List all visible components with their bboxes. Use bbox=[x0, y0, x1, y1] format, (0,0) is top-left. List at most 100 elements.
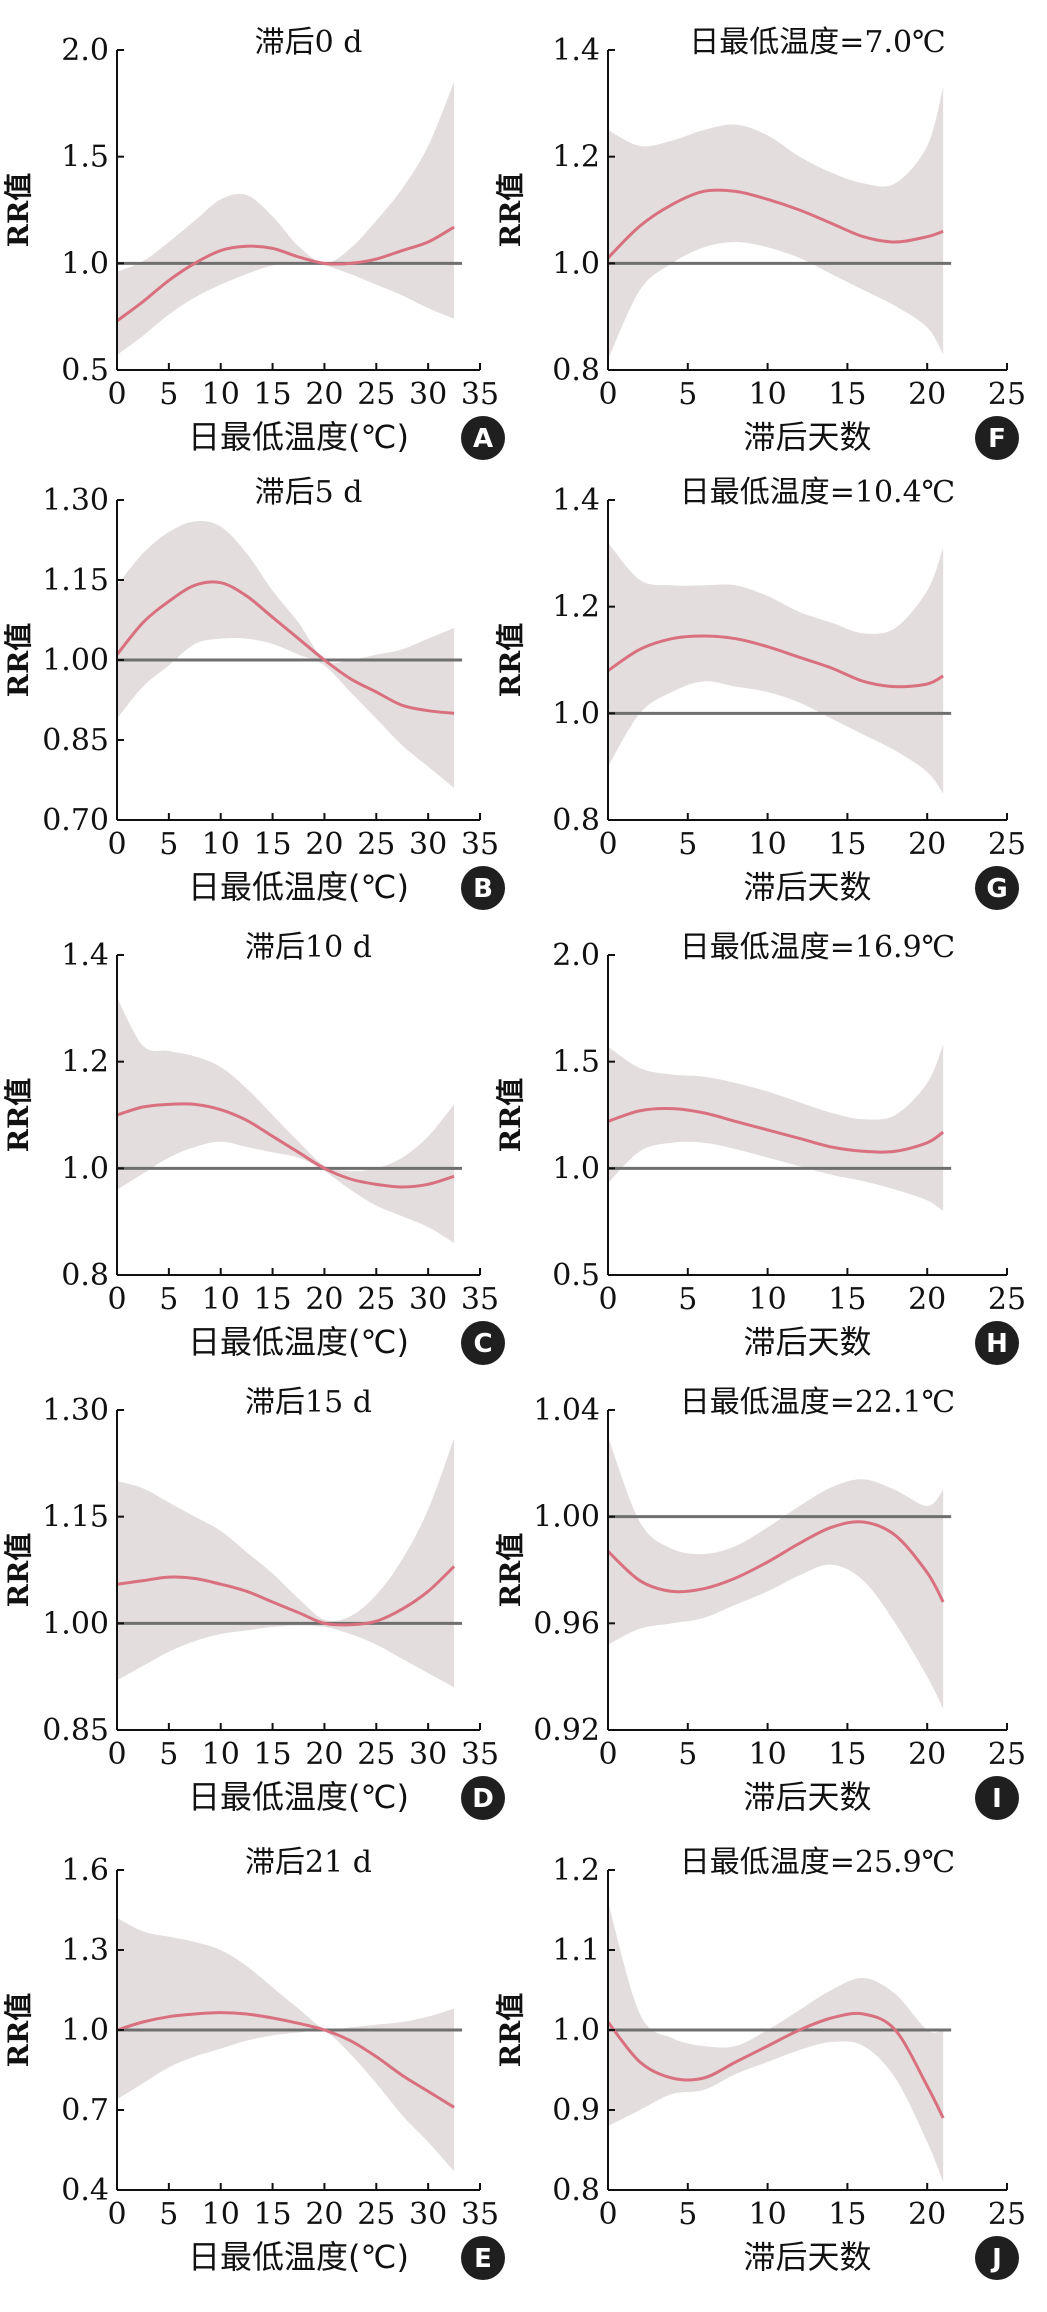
x-tick-label: 30 bbox=[409, 827, 447, 862]
panel-title: 滞后0 d bbox=[255, 25, 363, 60]
x-axis-label: 滞后天数 bbox=[743, 1323, 871, 1361]
x-tick-label: 5 bbox=[159, 2197, 178, 2232]
y-tick-label: 1.6 bbox=[61, 1853, 109, 1888]
y-axis-label: RR值 bbox=[494, 1993, 527, 2068]
y-tick-label: 1.0 bbox=[552, 246, 600, 281]
x-tick-label: 20 bbox=[908, 2197, 946, 2232]
panel-badge-label: F bbox=[988, 424, 1006, 454]
x-tick-label: 15 bbox=[253, 1282, 291, 1317]
y-tick-label: 1.0 bbox=[552, 1151, 600, 1186]
x-tick-label: 20 bbox=[305, 1737, 343, 1772]
x-tick-label: 20 bbox=[305, 1282, 343, 1317]
x-tick-label: 10 bbox=[202, 827, 240, 862]
y-tick-label: 2.0 bbox=[61, 33, 109, 68]
y-tick-label: 1.4 bbox=[552, 33, 600, 68]
chart-panel-i: 0.92 0.96 1.00 1.04 0 5 10 15 20 25 日最低温度=22.1℃ 滞后天… bbox=[494, 1385, 1026, 1820]
x-tick-label: 30 bbox=[409, 377, 447, 412]
y-tick-label: 0.92 bbox=[533, 1713, 600, 1748]
x-tick-label: 10 bbox=[749, 1737, 787, 1772]
rr-curve bbox=[116, 225, 455, 323]
x-axis-label: 滞后天数 bbox=[743, 1778, 871, 1816]
x-tick-label: 5 bbox=[159, 1737, 178, 1772]
panel-badge-label: J bbox=[990, 2244, 1002, 2274]
y-tick-label: 1.2 bbox=[552, 1853, 600, 1888]
y-axis-label: RR值 bbox=[494, 623, 527, 698]
panel-title: 滞后15 d bbox=[245, 1385, 372, 1420]
chart-panel-h: 0.5 1.0 1.5 2.0 0 5 10 15 20 25 日最低温度=16.9℃ 滞后天数 RR值… bbox=[494, 930, 1026, 1365]
y-axis-label: RR值 bbox=[2, 1533, 35, 1608]
rr-curve bbox=[116, 2011, 455, 2109]
x-tick-label: 10 bbox=[749, 377, 787, 412]
y-tick-label: 1.4 bbox=[61, 938, 109, 973]
confidence-band bbox=[117, 1438, 455, 1688]
x-tick-label: 35 bbox=[461, 377, 499, 412]
x-tick-label: 10 bbox=[202, 1737, 240, 1772]
x-tick-label: 25 bbox=[988, 1737, 1026, 1772]
y-axis-label: RR值 bbox=[2, 173, 35, 248]
panel-badge bbox=[975, 1776, 1019, 1820]
chart-panel-c: 0.8 1.0 1.2 1.4 0 5 10 15 20 25 30 35 滞后10 d 日最低温度(℃)… bbox=[2, 930, 505, 1365]
y-tick-label: 0.8 bbox=[552, 803, 600, 838]
panel-badge bbox=[461, 1776, 505, 1820]
x-tick-label: 5 bbox=[159, 377, 178, 412]
panel-badge-label: A bbox=[473, 424, 493, 454]
x-tick-label: 20 bbox=[305, 2197, 343, 2232]
x-tick-label: 0 bbox=[107, 1282, 126, 1317]
x-tick-label: 10 bbox=[202, 2197, 240, 2232]
y-tick-label: 0.7 bbox=[61, 2093, 109, 2128]
x-tick-label: 25 bbox=[357, 827, 395, 862]
y-axis-label: RR值 bbox=[494, 173, 527, 248]
confidence-band bbox=[608, 542, 944, 794]
panel-badge-label: B bbox=[473, 874, 493, 904]
x-tick-label: 0 bbox=[598, 377, 617, 412]
y-tick-label: 1.0 bbox=[61, 1151, 109, 1186]
y-tick-label: 1.1 bbox=[552, 1933, 600, 1968]
panel-badge bbox=[975, 416, 1019, 460]
x-tick-label: 25 bbox=[988, 377, 1026, 412]
x-tick-label: 35 bbox=[461, 1282, 499, 1317]
x-tick-label: 30 bbox=[409, 1737, 447, 1772]
panel-title: 滞后21 d bbox=[245, 1845, 372, 1880]
x-tick-label: 30 bbox=[409, 1282, 447, 1317]
confidence-band bbox=[117, 997, 455, 1243]
chart-panel-f: 0.8 1.0 1.2 1.4 0 5 10 15 20 25 日最低温度=7.0℃ 滞后天数 RR值 F bbox=[494, 25, 1026, 460]
panel-badge bbox=[461, 2236, 505, 2280]
x-tick-label: 10 bbox=[202, 1282, 240, 1317]
x-tick-label: 10 bbox=[749, 827, 787, 862]
x-tick-label: 5 bbox=[159, 827, 178, 862]
panel-badge-label: I bbox=[992, 1784, 1002, 1814]
x-tick-label: 0 bbox=[598, 2197, 617, 2232]
x-tick-label: 20 bbox=[908, 1737, 946, 1772]
y-tick-label: 1.00 bbox=[42, 1606, 109, 1641]
y-tick-label: 1.30 bbox=[42, 1393, 109, 1428]
y-tick-label: 1.2 bbox=[552, 140, 600, 175]
x-axis-label: 日最低温度(℃) bbox=[188, 418, 409, 456]
rr-curve bbox=[606, 1520, 945, 1603]
x-tick-label: 25 bbox=[357, 1282, 395, 1317]
x-tick-label: 35 bbox=[461, 2197, 499, 2232]
x-tick-label: 0 bbox=[598, 827, 617, 862]
x-tick-label: 5 bbox=[678, 827, 697, 862]
x-tick-label: 5 bbox=[678, 377, 697, 412]
y-tick-label: 0.8 bbox=[552, 353, 600, 388]
y-axis-label: RR值 bbox=[2, 623, 35, 698]
panel-badge-label: G bbox=[986, 874, 1007, 904]
y-tick-label: 1.15 bbox=[42, 1500, 109, 1535]
y-tick-label: 0.8 bbox=[552, 2173, 600, 2208]
panel-badge-label: H bbox=[986, 1329, 1008, 1359]
y-tick-label: 1.2 bbox=[552, 590, 600, 625]
chart-panel-a: 0.5 1.0 1.5 2.0 0 5 10 15 20 25 30 35 滞后0 d 日最低温度(℃) R… bbox=[2, 25, 505, 460]
panel-badge bbox=[975, 866, 1019, 910]
y-tick-label: 0.85 bbox=[42, 723, 109, 758]
y-tick-label: 0.85 bbox=[42, 1713, 109, 1748]
y-tick-label: 0.70 bbox=[42, 803, 109, 838]
rr-curve bbox=[606, 188, 944, 260]
y-tick-label: 1.4 bbox=[552, 483, 600, 518]
x-tick-label: 10 bbox=[202, 377, 240, 412]
x-tick-label: 0 bbox=[598, 1737, 617, 1772]
y-tick-label: 1.0 bbox=[552, 2013, 600, 2048]
x-tick-label: 35 bbox=[461, 827, 499, 862]
x-tick-label: 15 bbox=[253, 2197, 291, 2232]
